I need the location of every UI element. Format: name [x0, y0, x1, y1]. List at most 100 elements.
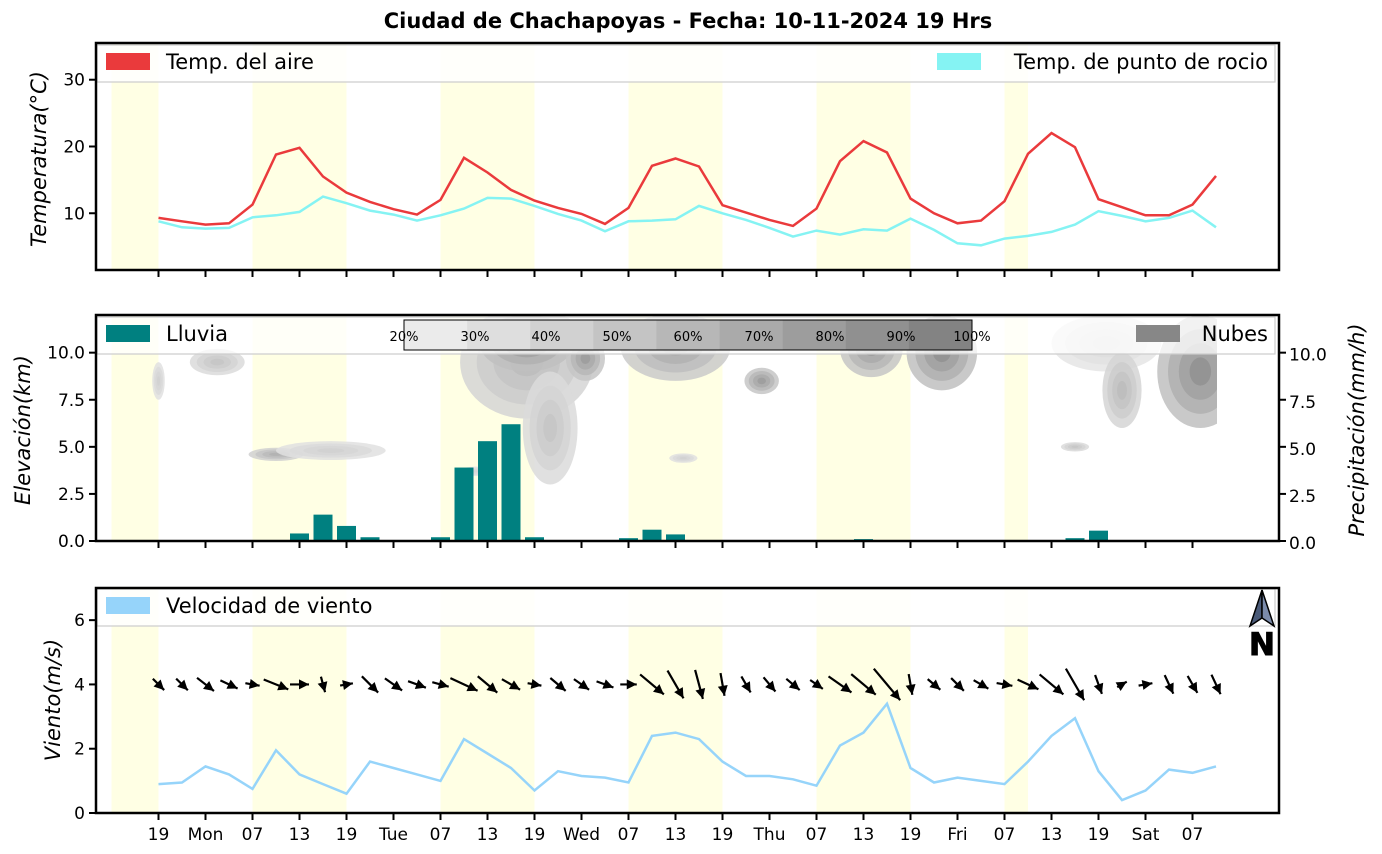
daylight-band [1004, 588, 1028, 813]
wind-arrow-head [177, 679, 188, 691]
wind-arrow [317, 676, 328, 693]
wind-arrow [666, 670, 685, 699]
wind-arrow [1064, 668, 1086, 701]
y-tick-label-right: 5.0 [1289, 440, 1316, 460]
cloud-blob [156, 376, 161, 386]
rain-bar [478, 441, 497, 541]
wind-arrow-head [1027, 680, 1039, 690]
wind-arrow-head [508, 680, 521, 690]
colorbar-step [467, 320, 531, 350]
wind-arrow-head [977, 679, 989, 689]
wind-arrow-head [652, 684, 664, 695]
wind-arrow [1210, 674, 1222, 695]
x-tick-label: 07 [1182, 825, 1204, 845]
air-temp-line [158, 131, 1217, 228]
legend-box [96, 588, 1276, 627]
wind-arrow [717, 672, 728, 696]
x-tick-label: 19 [524, 825, 546, 845]
wind-arrow [501, 678, 521, 691]
cloud-blob [210, 358, 225, 366]
rain-bar [360, 537, 380, 541]
colorbar-step [656, 320, 721, 350]
cloud-blob [757, 377, 766, 385]
wind-arrow-head [466, 682, 478, 692]
wind-arrow-head [530, 678, 542, 689]
x-tick-label: Mon [188, 825, 224, 845]
wind-arrow-head [929, 679, 941, 690]
rain-bar [501, 424, 521, 541]
precipitation-axis-label: Precipitación(mm/h) [1345, 323, 1369, 536]
wind-arrow-head [1164, 682, 1174, 694]
wind-arrow-head [953, 680, 964, 691]
colorbar-step [845, 320, 910, 350]
wind-arrow [263, 678, 289, 691]
rain-cloud-panel: Lluvia Nubes 20% 30% 40% 50% 60% 70% 80% 90% 100… [11, 313, 1369, 554]
x-tick-label: Wed [563, 825, 600, 845]
wind-arrow [432, 679, 449, 689]
wind-arrow [785, 677, 801, 691]
x-tick-label: 13 [477, 825, 499, 845]
wind-arrow [1163, 674, 1175, 695]
legend-swatch-air-temp [106, 53, 150, 70]
y-tick-label: 10 [63, 204, 85, 224]
north-label: N [1249, 627, 1275, 663]
colorbar-frame [403, 319, 973, 351]
x-tick-label: 13 [1041, 825, 1063, 845]
wind-arrow-head [695, 687, 706, 699]
colorbar-label: 20% [390, 330, 419, 345]
wind-arrow [152, 677, 165, 691]
wind-arrow [872, 668, 902, 701]
wind-arrow [245, 679, 260, 689]
wind-arrow [175, 677, 189, 692]
x-tick-label: 07 [994, 825, 1016, 845]
wind-axis-label: Viento(m/s) [41, 639, 65, 761]
colorbar-label: 30% [461, 330, 490, 345]
wind-arrow-head [1211, 682, 1221, 695]
x-tick-label: 19 [148, 825, 170, 845]
cloud-blob [1117, 380, 1127, 400]
x-tick-label: Fri [947, 825, 967, 845]
rain-bar [313, 514, 333, 541]
wind-arrow-head [342, 680, 353, 690]
colorbar-label: 40% [532, 330, 561, 345]
daylight-band [1004, 43, 1028, 270]
wind-arrow [639, 673, 665, 696]
y-tick-label: 7.5 [58, 391, 85, 411]
x-tick-label: 19 [900, 825, 922, 845]
cloud-blob [317, 448, 345, 453]
wind-arrow-head [1001, 679, 1013, 690]
wind-arrow [1093, 674, 1104, 695]
legend-swatch-wind [106, 597, 150, 614]
wind-arrow [384, 677, 403, 692]
wind-arrow-head [889, 689, 901, 701]
x-tick-label: 07 [806, 825, 828, 845]
x-tick-label: Tue [378, 825, 408, 845]
wind-arrow-head [486, 682, 498, 693]
wind-arrow [620, 679, 637, 690]
colorbar-step [593, 320, 657, 350]
legend-swatch-rain [106, 325, 150, 342]
wind-arrow-head [578, 679, 590, 690]
wind-arrow [290, 679, 309, 690]
colorbar-label: 50% [603, 330, 632, 345]
wind-arrow [549, 677, 567, 692]
wind-arrow [1115, 680, 1128, 692]
y-tick-label: 4 [74, 675, 85, 695]
rain-bar [642, 529, 662, 541]
rain-bar [666, 534, 685, 541]
cloud-blob [543, 413, 558, 443]
wind-arrow [1138, 680, 1153, 690]
wind-arrow [1017, 678, 1039, 691]
wind-arrow [762, 676, 777, 693]
wind-arrow [950, 677, 965, 692]
wind-arrow-head [602, 679, 614, 689]
wind-arrow-head [626, 679, 637, 690]
wind-panel-frame [94, 586, 1281, 815]
legend-label-rain: Lluvia [166, 322, 228, 346]
wind-arrow [596, 679, 614, 689]
rain-bar [619, 538, 638, 541]
rain-bar [1065, 538, 1085, 541]
x-tick-label: 19 [1088, 825, 1110, 845]
y-tick-label: 2.5 [58, 485, 85, 505]
temperature-legend: Temp. del aire Temp. de punto de rocio [96, 44, 1276, 83]
